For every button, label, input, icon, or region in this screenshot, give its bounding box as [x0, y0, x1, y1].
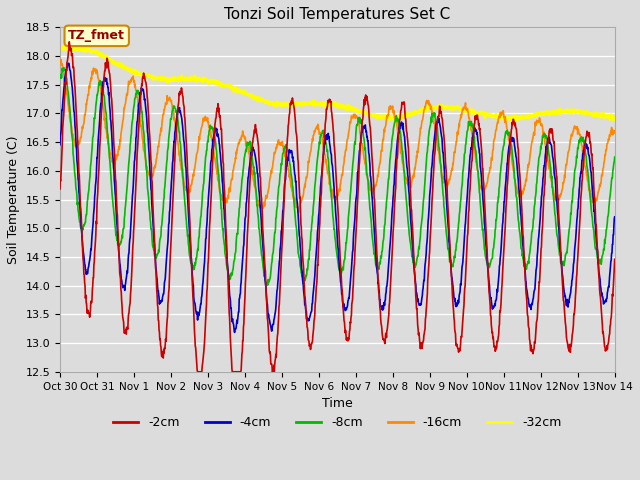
-4cm	[546, 137, 554, 143]
-8cm	[546, 156, 554, 161]
-2cm	[65, 39, 73, 45]
-32cm	[65, 43, 73, 48]
-8cm	[56, 75, 64, 81]
-2cm	[243, 264, 250, 270]
Line: -32cm: -32cm	[60, 46, 614, 121]
-8cm	[424, 142, 432, 148]
-8cm	[180, 185, 188, 191]
-8cm	[611, 154, 618, 160]
Y-axis label: Soil Temperature (C): Soil Temperature (C)	[7, 135, 20, 264]
-2cm	[424, 272, 432, 278]
X-axis label: Time: Time	[322, 397, 353, 410]
-4cm	[611, 214, 618, 220]
-16cm	[546, 167, 554, 172]
-4cm	[56, 142, 64, 148]
-32cm	[56, 43, 64, 49]
-16cm	[56, 60, 64, 65]
-8cm	[497, 169, 504, 175]
Legend: -2cm, -4cm, -8cm, -16cm, -32cm: -2cm, -4cm, -8cm, -16cm, -32cm	[108, 411, 566, 434]
-4cm	[243, 201, 250, 206]
Text: TZ_fmet: TZ_fmet	[68, 29, 125, 42]
-2cm	[194, 369, 202, 375]
-4cm	[180, 137, 188, 143]
-16cm	[611, 130, 618, 136]
-4cm	[424, 218, 432, 224]
-4cm	[65, 60, 73, 66]
-16cm	[242, 143, 250, 148]
-2cm	[546, 127, 554, 133]
-32cm	[166, 76, 174, 82]
-32cm	[611, 117, 618, 122]
-32cm	[180, 75, 188, 81]
-2cm	[166, 255, 174, 261]
Line: -2cm: -2cm	[60, 42, 614, 372]
-32cm	[424, 106, 431, 112]
-4cm	[166, 201, 174, 206]
-2cm	[180, 102, 188, 108]
-4cm	[497, 252, 504, 258]
-32cm	[497, 113, 504, 119]
-16cm	[497, 109, 504, 115]
-2cm	[497, 306, 504, 312]
Line: -16cm: -16cm	[60, 60, 614, 213]
-16cm	[180, 178, 188, 184]
-8cm	[166, 121, 174, 127]
Title: Tonzi Soil Temperatures Set C: Tonzi Soil Temperatures Set C	[224, 7, 451, 22]
-2cm	[56, 186, 64, 192]
-16cm	[57, 57, 65, 62]
-8cm	[262, 282, 270, 288]
-32cm	[242, 91, 250, 96]
Line: -8cm: -8cm	[60, 68, 614, 285]
-8cm	[60, 65, 68, 71]
-16cm	[166, 96, 174, 102]
-4cm	[231, 330, 239, 336]
-16cm	[424, 101, 432, 107]
-16cm	[295, 210, 303, 216]
-32cm	[508, 119, 515, 124]
-2cm	[611, 256, 618, 262]
-8cm	[242, 147, 250, 153]
Line: -4cm: -4cm	[60, 63, 614, 333]
-32cm	[546, 112, 554, 118]
